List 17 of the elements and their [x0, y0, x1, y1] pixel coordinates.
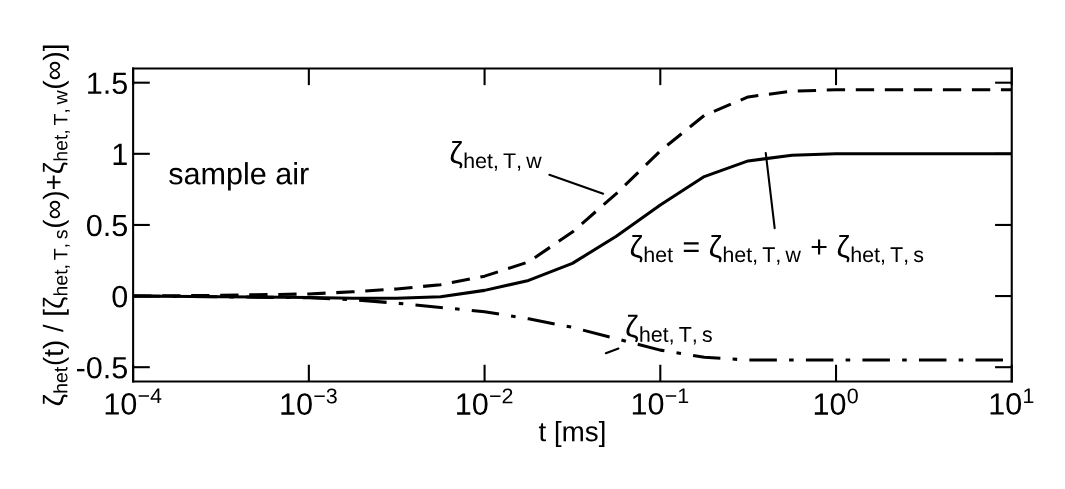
x-axis-title: t [ms]: [538, 421, 605, 447]
x-tick-label: 10$^{−1}$: [632, 388, 689, 415]
y-tick-label: 1.5: [88, 72, 127, 95]
y-tick-label: -0.5: [76, 356, 127, 379]
y-axis-title: ζ$_{het}$(t) / [ζ$_{het,T,s}$(∞)+ζ$_{het,T,w}$(∞)]: [42, 45, 70, 406]
y-tick-label: 1: [113, 143, 127, 165]
annotation: sample air: [169, 162, 309, 191]
annotation: ζ$_{het}$ = ζ$_{het,T,w}$ + ζ$_{het,T,s}$: [630, 235, 924, 265]
x-tick-label: 10$^{−3}$: [281, 388, 337, 415]
x-tick-label: 10$^{−2}$: [457, 388, 513, 415]
annotation: ζ$_{het,T,s}$: [626, 314, 712, 345]
x-tick-label: 10$^{1}$: [990, 388, 1034, 415]
y-tick-label: 0.5: [86, 214, 127, 237]
x-tick-label: 10$^{0}$: [814, 388, 858, 415]
x-tick-label: 10$^{−4}$: [105, 388, 162, 415]
y-tick-label: 0: [112, 285, 128, 308]
annotation: ζ$_{het,T,w}$: [450, 141, 542, 171]
